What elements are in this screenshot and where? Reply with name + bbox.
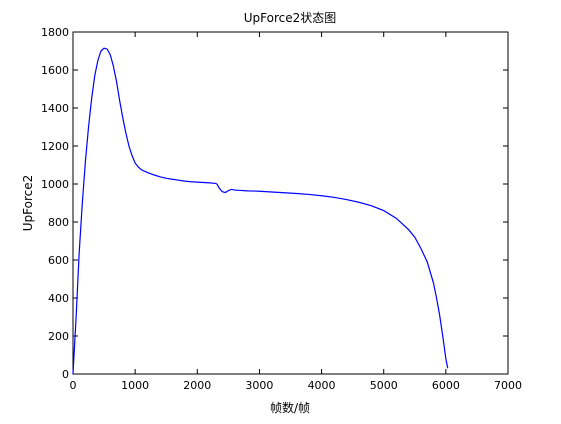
- x-tick-label: 7000: [494, 379, 522, 392]
- y-tick-label: 800: [48, 216, 69, 229]
- chart-title: UpForce2状态图: [244, 11, 337, 25]
- series-line: [72, 47, 449, 375]
- y-axis-label: UpForce2: [21, 175, 35, 232]
- x-axis-ticks: 0 1000 2000 3000 4000 5000 6000 7000: [70, 32, 522, 392]
- y-tick-label: 200: [48, 330, 69, 343]
- y-tick-label: 1200: [41, 140, 69, 153]
- y-tick-label: 0: [62, 368, 69, 381]
- x-tick-label: 5000: [370, 379, 398, 392]
- y-tick-label: 1800: [41, 26, 69, 39]
- x-axis-label: 帧数/帧: [270, 400, 310, 415]
- y-axis-ticks: 0 200 400 600 800 1000 1200 1400 1600 1800: [41, 26, 508, 381]
- x-tick-label: 1000: [121, 379, 149, 392]
- y-tick-label: 1600: [41, 64, 69, 77]
- y-tick-label: 1000: [41, 178, 69, 191]
- y-tick-label: 400: [48, 292, 69, 305]
- y-tick-label: 600: [48, 254, 69, 267]
- plot-frame: [72, 31, 509, 375]
- x-tick-label: 2000: [183, 379, 211, 392]
- y-tick-label: 1400: [41, 102, 69, 115]
- x-tick-label: 0: [70, 379, 77, 392]
- x-tick-label: 3000: [245, 379, 273, 392]
- x-tick-label: 6000: [432, 379, 460, 392]
- x-tick-label: 4000: [308, 379, 336, 392]
